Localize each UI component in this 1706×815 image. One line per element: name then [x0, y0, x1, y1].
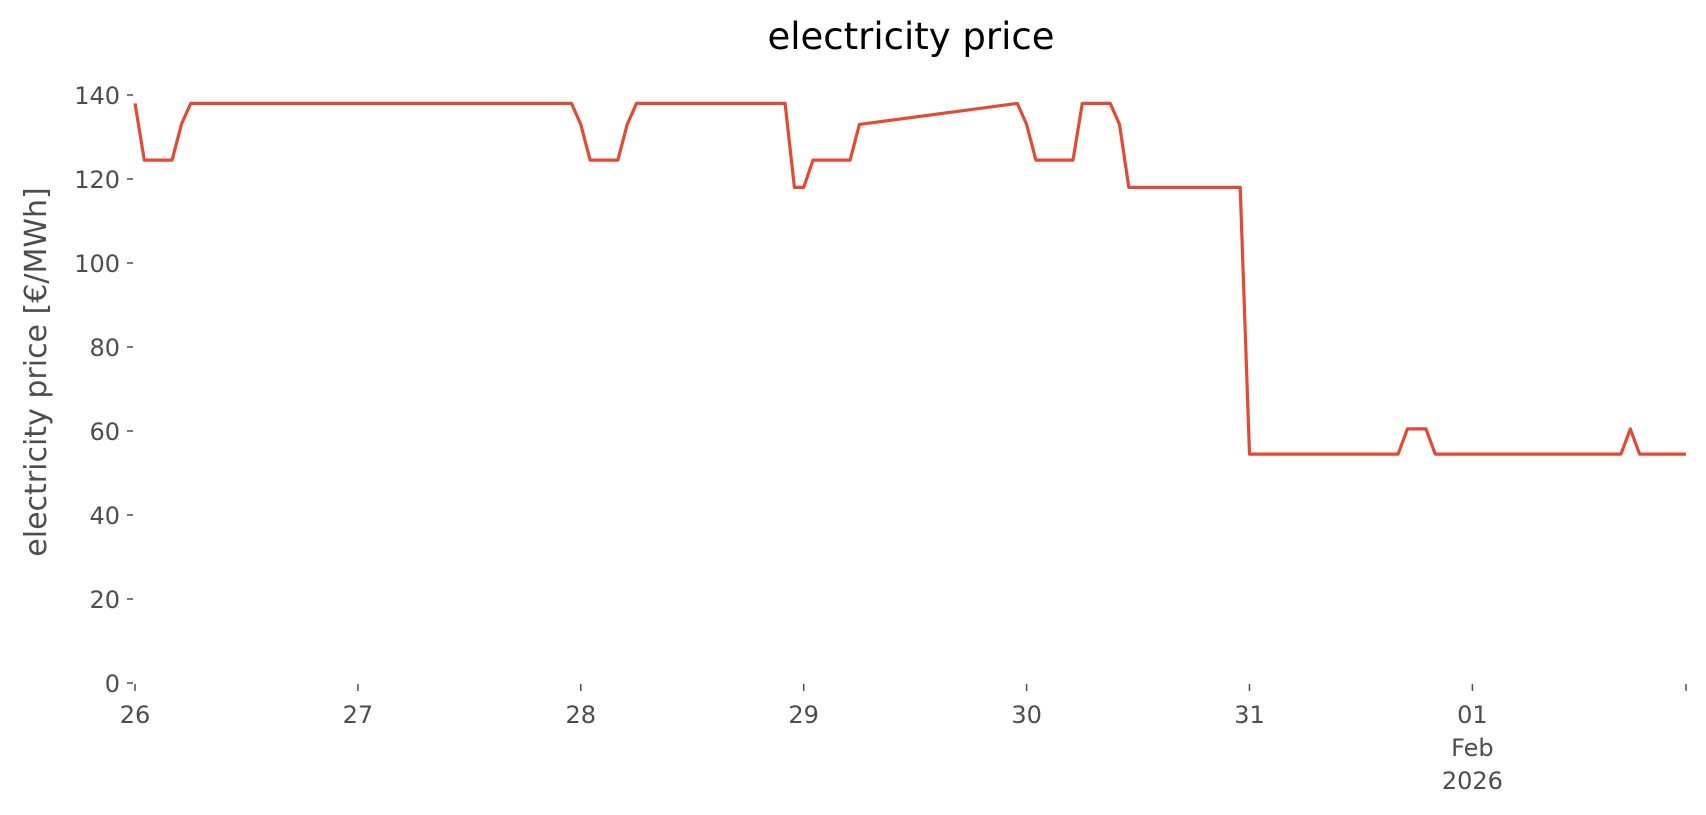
y-axis: 0 20 40 60 80 100 120 140	[74, 82, 133, 698]
x-axis: 26 27 28 29 30 31 01 Feb 2026	[120, 684, 1687, 795]
plot-area	[133, 101, 1686, 456]
x-tick-label: 2026	[1442, 767, 1503, 795]
x-tick-label: 26	[120, 701, 151, 729]
y-axis-label: electricity price [€/MWh]	[19, 187, 54, 556]
y-tick-label: 140	[74, 82, 120, 110]
y-tick-label: 40	[89, 502, 120, 530]
y-tick-label: 100	[74, 250, 120, 278]
y-tick-label: 20	[89, 586, 120, 614]
y-tick-label: 120	[74, 166, 120, 194]
chart-title: electricity price	[767, 15, 1054, 58]
y-tick-label: 60	[89, 418, 120, 446]
x-tick-label: 31	[1234, 701, 1265, 729]
price-series-line	[133, 101, 1686, 456]
x-tick-label: Feb	[1451, 734, 1494, 762]
x-tick-label: 30	[1011, 701, 1042, 729]
y-tick-label: 0	[105, 670, 120, 698]
y-tick-label: 80	[89, 334, 120, 362]
x-tick-label: 29	[788, 701, 819, 729]
x-tick-label: 01	[1457, 701, 1488, 729]
x-tick-label: 27	[343, 701, 374, 729]
x-tick-label: 28	[566, 701, 597, 729]
